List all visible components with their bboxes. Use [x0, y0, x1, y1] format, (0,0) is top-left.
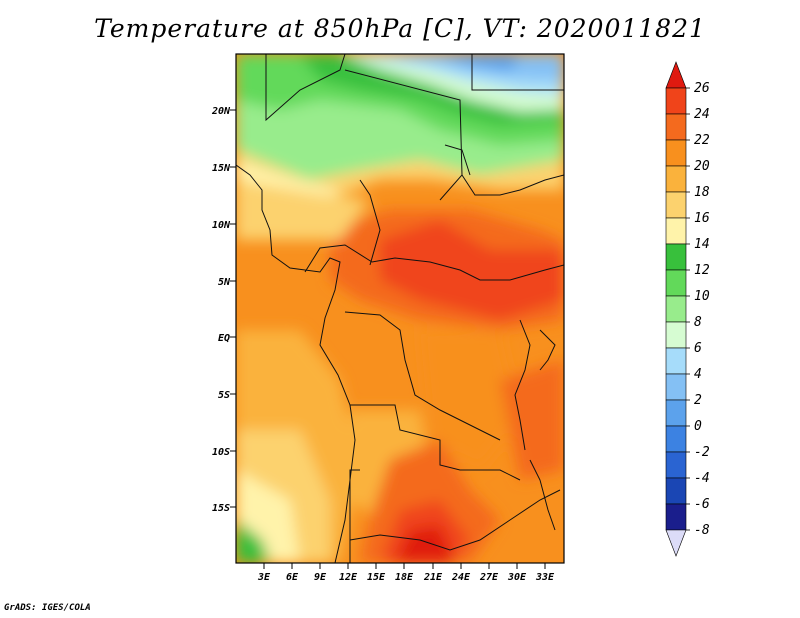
- colorbar-label: 16: [694, 211, 710, 226]
- plot-frame: [235, 53, 565, 564]
- colorbar-segment: [665, 399, 687, 427]
- colorbar-label: 22: [694, 133, 710, 148]
- colorbar-label: 6: [694, 341, 702, 356]
- colorbar-label: 2: [694, 393, 702, 408]
- colorbar-segment: [665, 61, 687, 89]
- colorbar-segment: [665, 529, 687, 557]
- colorbar-segment: [665, 269, 687, 297]
- colorbar-segment: [665, 191, 687, 219]
- colorbar-label: 0: [694, 419, 702, 434]
- colorbar-label: -8: [694, 523, 710, 538]
- lat-label: 5S: [218, 390, 230, 401]
- credit-label: GrADS: IGES/COLA: [4, 603, 91, 613]
- colorbar-segment: [665, 425, 687, 453]
- colorbar-segment: [665, 477, 687, 505]
- colorbar-label: -2: [694, 445, 710, 460]
- colorbar-segment: [665, 373, 687, 401]
- colorbar-segment: [665, 451, 687, 479]
- colorbar-label: 18: [694, 185, 710, 200]
- colorbar-segment: [665, 321, 687, 349]
- lon-label: 12E: [339, 572, 358, 583]
- colorbar-label: -6: [694, 497, 710, 512]
- lon-ticks: [263, 563, 546, 569]
- map-borders: [236, 54, 564, 563]
- colorbar-label: 8: [694, 315, 702, 330]
- colorbar-segment: [665, 217, 687, 245]
- colorbar-segment: [665, 503, 687, 531]
- colorbar-segment: [665, 139, 687, 167]
- colorbar-segment: [665, 295, 687, 323]
- lon-label: 27E: [479, 572, 499, 583]
- colorbar-segment: [665, 243, 687, 271]
- temperature-field: [236, 54, 564, 563]
- lat-label: 15N: [212, 163, 231, 174]
- lat-label: 20N: [211, 106, 231, 117]
- lon-label: 15E: [367, 572, 386, 583]
- colorbar-segment: [665, 113, 687, 141]
- lat-label: EQ: [218, 333, 230, 344]
- colorbar-segment: [665, 165, 687, 193]
- colorbar-label: 10: [694, 289, 710, 304]
- lat-label: 5N: [218, 277, 231, 288]
- colorbar-label: 12: [694, 263, 710, 278]
- colorbar-label: 20: [694, 159, 710, 174]
- colorbar-label: 24: [694, 107, 710, 122]
- colorbar: [665, 61, 690, 557]
- lon-label: 6E: [286, 572, 299, 583]
- colorbar-label: 26: [694, 81, 710, 96]
- colorbar-segment: [665, 347, 687, 375]
- lon-label: 24E: [451, 572, 471, 583]
- lat-label: 10N: [212, 220, 231, 231]
- chart-title: Temperature at 850hPa [C], VT: 202001182…: [94, 14, 706, 43]
- lon-label: 30E: [507, 572, 527, 583]
- lon-label: 3E: [257, 572, 271, 583]
- lat-label: 15S: [212, 503, 230, 514]
- lon-label: 9E: [314, 572, 327, 583]
- lat-label: 10S: [212, 447, 230, 458]
- lon-label: 21E: [423, 572, 443, 583]
- colorbar-label: -4: [694, 471, 710, 486]
- lon-label: 18E: [395, 572, 414, 583]
- colorbar-label: 4: [694, 367, 702, 382]
- lon-label: 33E: [535, 572, 555, 583]
- colorbar-label: 14: [694, 237, 710, 252]
- colorbar-segment: [665, 87, 687, 115]
- lat-ticks: [230, 109, 236, 508]
